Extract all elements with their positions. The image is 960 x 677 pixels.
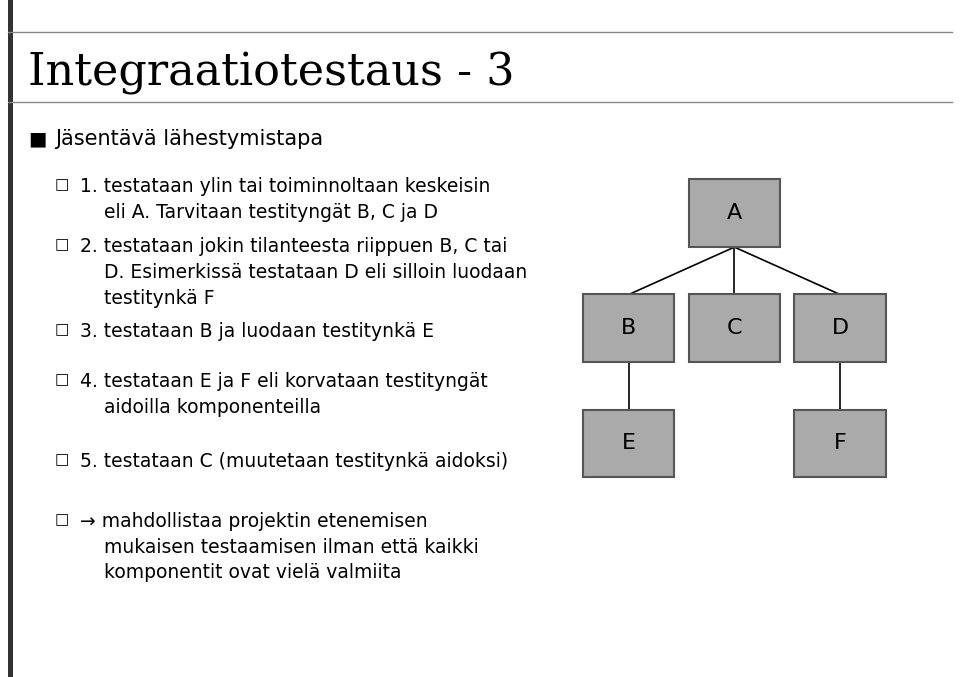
Text: D: D (831, 318, 849, 338)
Text: □: □ (55, 452, 69, 467)
Text: Integraatiotestaus - 3: Integraatiotestaus - 3 (28, 52, 515, 95)
Text: A: A (727, 203, 742, 223)
FancyBboxPatch shape (584, 410, 675, 477)
Text: □: □ (55, 322, 69, 337)
Text: E: E (622, 433, 636, 454)
FancyBboxPatch shape (688, 294, 780, 362)
Text: 2. testataan jokin tilanteesta riippuen B, C tai
    D. Esimerkissä testataan D : 2. testataan jokin tilanteesta riippuen … (80, 237, 527, 307)
Text: 1. testataan ylin tai toiminnoltaan keskeisin
    eli A. Tarvitaan testityngät B: 1. testataan ylin tai toiminnoltaan kesk… (80, 177, 491, 222)
FancyBboxPatch shape (584, 294, 675, 362)
Text: □: □ (55, 512, 69, 527)
Text: → mahdollistaa projektin etenemisen
    mukaisen testaamisen ilman että kaikki
 : → mahdollistaa projektin etenemisen muka… (80, 512, 479, 582)
Text: □: □ (55, 237, 69, 252)
Text: □: □ (55, 372, 69, 387)
Text: Jäsentävä lähestymistapa: Jäsentävä lähestymistapa (55, 129, 324, 149)
Text: □: □ (55, 177, 69, 192)
FancyBboxPatch shape (795, 410, 885, 477)
Text: ■: ■ (28, 129, 46, 148)
Text: F: F (833, 433, 847, 454)
Text: 5. testataan C (muutetaan testitynkä aidoksi): 5. testataan C (muutetaan testitynkä aid… (80, 452, 508, 471)
Text: B: B (621, 318, 636, 338)
Text: 3. testataan B ja luodaan testitynkä E: 3. testataan B ja luodaan testitynkä E (80, 322, 434, 341)
Text: C: C (727, 318, 742, 338)
FancyBboxPatch shape (8, 0, 13, 677)
FancyBboxPatch shape (688, 179, 780, 247)
Text: 4. testataan E ja F eli korvataan testityngät
    aidoilla komponenteilla: 4. testataan E ja F eli korvataan testit… (80, 372, 488, 417)
FancyBboxPatch shape (795, 294, 885, 362)
